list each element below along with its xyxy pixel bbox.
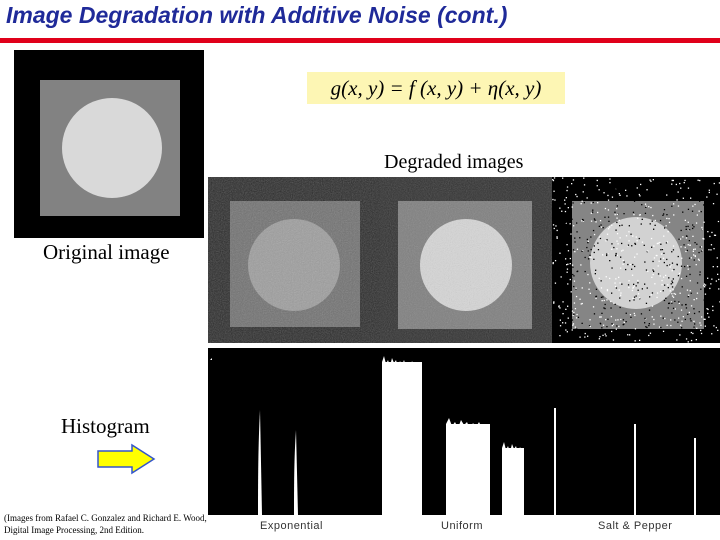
histogram-label-exponential: Exponential [260,520,323,532]
original-image [14,50,204,238]
histogram-label-salt-pepper: Salt & Pepper [598,520,673,532]
degraded-image-exponential [208,177,380,343]
degraded-image-uniform [380,177,552,343]
degraded-image-salt-pepper [552,177,720,343]
degradation-equation: g(x, y) = f (x, y) + η(x, y) [307,72,565,104]
histogram-caption: Histogram [61,414,150,438]
title-rule [0,38,720,43]
arrow-right-icon [97,443,156,475]
original-image-caption: Original image [43,240,170,264]
image-credit: (Images from Rafael C. Gonzalez and Rich… [4,513,207,535]
histogram-uniform [380,348,552,515]
histogram-label-uniform: Uniform [441,520,484,532]
histogram-salt-pepper [552,348,720,515]
slide-title: Image Degradation with Additive Noise (c… [6,2,508,28]
histogram-exponential [208,348,380,515]
original-circle [62,98,162,198]
degraded-images-caption: Degraded images [384,151,524,173]
